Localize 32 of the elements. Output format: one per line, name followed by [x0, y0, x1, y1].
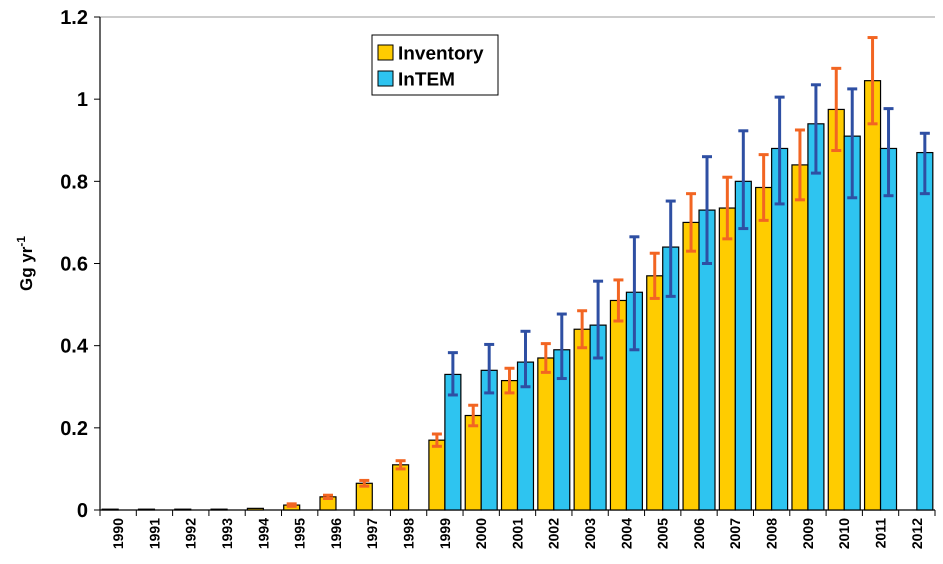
- x-tick-label: 1994: [255, 518, 272, 550]
- x-tick-label: 1990: [110, 518, 126, 550]
- x-tick-label: 1997: [364, 518, 380, 550]
- x-tick-label: 2011: [872, 518, 888, 548]
- x-tick-label: 1993: [218, 518, 235, 550]
- x-tick-label: 2004: [618, 518, 634, 550]
- x-tick-label: 1991: [146, 518, 162, 550]
- x-tick-label: 1995: [292, 518, 308, 550]
- x-tick-label: 1992: [182, 518, 199, 550]
- x-tick-label: 1998: [400, 518, 416, 550]
- x-tick-label: 2006: [690, 518, 707, 550]
- y-tick-label: 0: [76, 500, 88, 522]
- x-tick-label: 2010: [836, 518, 852, 550]
- y-tick-label: 0.6: [60, 254, 88, 276]
- x-tick-label: 2007: [727, 518, 744, 550]
- legend-label: Inventory: [398, 44, 484, 65]
- y-tick-label: 0.8: [60, 171, 88, 194]
- x-tick-label: 2001: [509, 518, 526, 550]
- y-tick-label: 0.4: [60, 336, 89, 358]
- x-tick-label: 2003: [582, 518, 598, 550]
- x-tick-label: 1996: [328, 518, 344, 550]
- x-tick-label: 2000: [473, 518, 490, 550]
- legend-label: InTEM: [398, 70, 455, 91]
- x-tick-label: 2012: [908, 518, 925, 550]
- x-tick-label: 2002: [546, 518, 562, 550]
- x-tick-label: 1999: [436, 518, 453, 550]
- x-tick-label: 2009: [800, 518, 816, 550]
- x-tick-label: 2005: [654, 518, 671, 550]
- x-tick-label: 2008: [764, 518, 780, 550]
- y-tick-label: 1: [76, 89, 88, 112]
- y-tick-label: 1.2: [60, 7, 88, 29]
- y-tick-label: 0.2: [60, 418, 88, 440]
